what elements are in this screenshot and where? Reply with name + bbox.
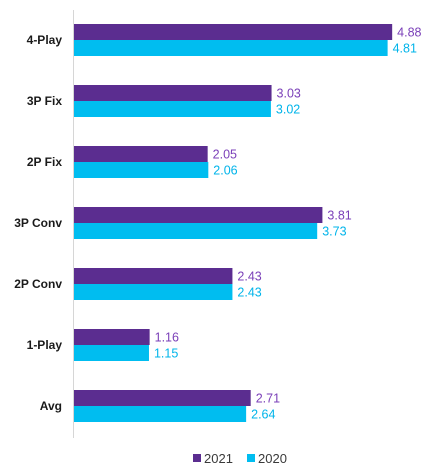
category-label: 2P Fix bbox=[27, 155, 62, 169]
value-label-2020: 2.06 bbox=[213, 164, 237, 178]
bar-2020 bbox=[74, 101, 271, 117]
bar-groups: 4-Play 4.88 4.81 3P Fix 3.03 3.02 2P Fix 2.05 2.… bbox=[14, 24, 422, 422]
bar-group: 3P Fix 3.03 3.02 bbox=[27, 85, 301, 117]
bar-2021 bbox=[74, 268, 233, 284]
value-label-2020: 1.15 bbox=[154, 347, 178, 361]
value-label-2021: 1.16 bbox=[155, 331, 179, 345]
legend: 2021 2020 bbox=[193, 451, 287, 466]
bar-group: 4-Play 4.88 4.81 bbox=[27, 24, 422, 56]
bar-2020 bbox=[74, 284, 233, 300]
bar-group: 3P Conv 3.81 3.73 bbox=[14, 207, 352, 239]
bar-2021 bbox=[74, 329, 150, 345]
legend-label-2021: 2021 bbox=[204, 451, 233, 466]
value-label-2021: 4.88 bbox=[397, 26, 421, 40]
value-label-2021: 2.71 bbox=[256, 392, 280, 406]
legend-swatch-2020 bbox=[247, 454, 255, 462]
category-label: 3P Conv bbox=[14, 216, 62, 230]
bar-2020 bbox=[74, 406, 247, 422]
bar-2021 bbox=[74, 390, 251, 406]
value-label-2020: 3.02 bbox=[276, 103, 300, 117]
legend-label-2020: 2020 bbox=[258, 451, 287, 466]
bar-group: 1-Play 1.16 1.15 bbox=[27, 329, 179, 361]
bar-2021 bbox=[74, 24, 393, 40]
value-label-2020: 2.64 bbox=[251, 408, 275, 422]
bar-2021 bbox=[74, 146, 208, 162]
value-label-2021: 3.03 bbox=[277, 87, 301, 101]
bar-2020 bbox=[74, 223, 318, 239]
bar-2021 bbox=[74, 85, 272, 101]
value-label-2021: 2.05 bbox=[213, 148, 237, 162]
value-label-2020: 4.81 bbox=[393, 42, 417, 56]
bar-2020 bbox=[74, 162, 209, 178]
value-label-2020: 3.73 bbox=[322, 225, 346, 239]
value-label-2021: 2.43 bbox=[237, 270, 261, 284]
legend-swatch-2021 bbox=[193, 454, 201, 462]
category-label: 2P Conv bbox=[14, 277, 62, 291]
category-label: Avg bbox=[40, 399, 62, 413]
bar-2021 bbox=[74, 207, 323, 223]
category-label: 3P Fix bbox=[27, 94, 62, 108]
value-label-2021: 3.81 bbox=[327, 209, 351, 223]
value-label-2020: 2.43 bbox=[237, 286, 261, 300]
bar-2020 bbox=[74, 40, 388, 56]
bar-group: 2P Conv 2.43 2.43 bbox=[14, 268, 262, 300]
bar-group: 2P Fix 2.05 2.06 bbox=[27, 146, 238, 178]
bar-group: Avg 2.71 2.64 bbox=[40, 390, 280, 422]
category-label: 4-Play bbox=[27, 33, 63, 47]
category-label: 1-Play bbox=[27, 338, 63, 352]
bar-2020 bbox=[74, 345, 149, 361]
